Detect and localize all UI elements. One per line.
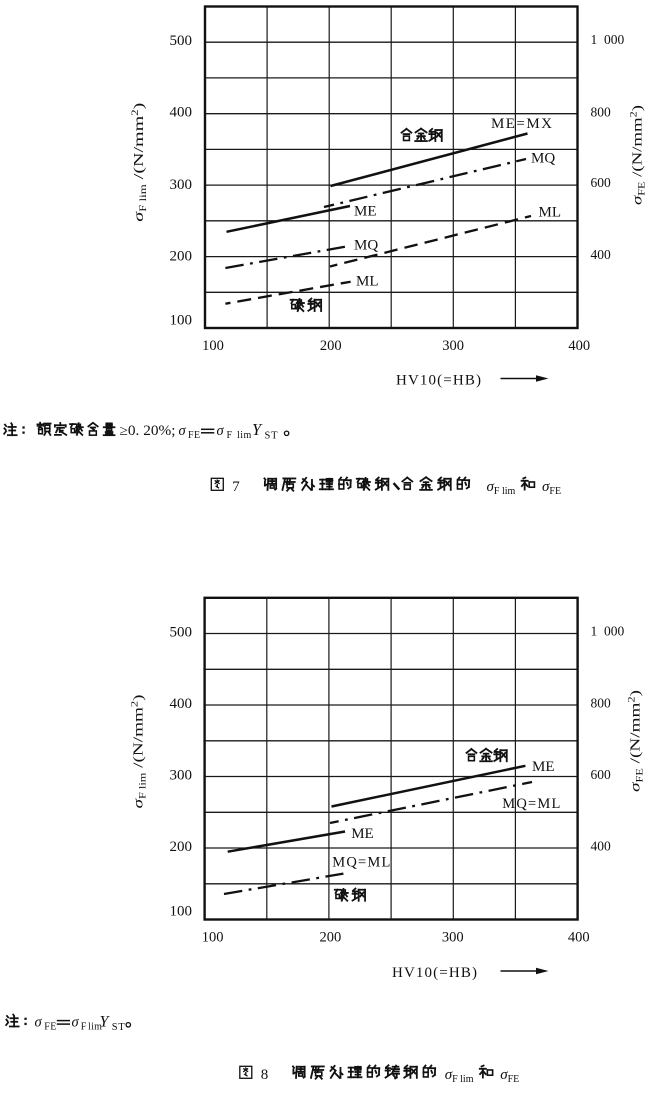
svg-text:σF lim /(N/mm2): σF lim /(N/mm2) [130,102,148,221]
svg-text:ME: ME [532,759,555,775]
svg-text:500: 500 [170,33,193,49]
svg-text:1 000: 1 000 [591,32,625,47]
svg-text:300: 300 [170,767,193,783]
svg-text:Y: Y [252,420,263,439]
svg-text:σ: σ [217,423,225,439]
svg-text:HV10(=HB): HV10(=HB) [392,965,477,981]
svg-text:ST: ST [265,431,279,442]
svg-text:HV10(=HB): HV10(=HB) [396,373,481,389]
svg-text:7: 7 [232,479,240,495]
svg-text:σFE: σFE [542,479,561,497]
svg-text:400: 400 [591,247,612,262]
svg-text:MQ=ML: MQ=ML [332,855,390,871]
svg-text:400: 400 [568,338,590,354]
svg-text:σ: σ [72,1014,80,1030]
svg-text:σ: σ [179,423,187,439]
svg-text:800: 800 [591,696,612,711]
svg-text:100: 100 [170,312,193,328]
svg-text:ML: ML [539,205,562,221]
svg-text:lim: lim [88,1021,102,1032]
svg-text:ME: ME [354,204,377,220]
svg-text:σF lim: σF lim [487,479,516,497]
svg-text:ME=MX: ME=MX [491,116,552,132]
svg-text:400: 400 [568,930,590,946]
svg-text:σFE: σFE [500,1067,519,1085]
svg-text:lim: lim [237,430,252,441]
svg-text:100: 100 [202,338,224,354]
svg-text:100: 100 [202,930,224,946]
svg-text:Y: Y [100,1013,111,1030]
svg-text:ML: ML [356,274,379,290]
svg-text:400: 400 [170,105,193,121]
svg-text:σF lim /(N/mm2): σF lim /(N/mm2) [130,694,148,808]
svg-text:600: 600 [591,175,612,190]
svg-text:300: 300 [442,930,464,946]
svg-text:≥0. 20%;: ≥0. 20%; [120,423,176,439]
svg-text:300: 300 [170,177,193,193]
svg-text:F: F [81,1021,87,1032]
svg-text:σF lim: σF lim [445,1067,474,1085]
svg-text:MQ=ML: MQ=ML [502,796,560,812]
svg-text:100: 100 [170,904,193,920]
svg-text:200: 200 [170,839,193,855]
svg-text:MQ: MQ [354,238,378,254]
svg-text:400: 400 [170,696,193,712]
svg-text:500: 500 [170,624,193,640]
svg-text:200: 200 [170,249,193,265]
svg-text:200: 200 [320,338,342,354]
svg-text:σ: σ [35,1014,43,1030]
svg-text:400: 400 [591,839,612,854]
svg-text:ME: ME [351,826,374,842]
svg-text:F: F [227,430,233,441]
svg-text:σFE /(N/mm2): σFE /(N/mm2) [629,105,647,205]
svg-text:FE: FE [188,430,200,441]
svg-text:8: 8 [261,1067,269,1083]
svg-text:200: 200 [320,930,342,946]
svg-text:ST: ST [112,1022,125,1033]
svg-text:300: 300 [442,338,464,354]
svg-text:600: 600 [591,767,612,782]
svg-text:MQ: MQ [531,151,555,167]
svg-text:FE: FE [44,1021,56,1032]
svg-text:1 000: 1 000 [591,624,625,639]
svg-text:800: 800 [591,104,612,119]
svg-text:σFE /(N/mm2): σFE /(N/mm2) [627,690,645,792]
